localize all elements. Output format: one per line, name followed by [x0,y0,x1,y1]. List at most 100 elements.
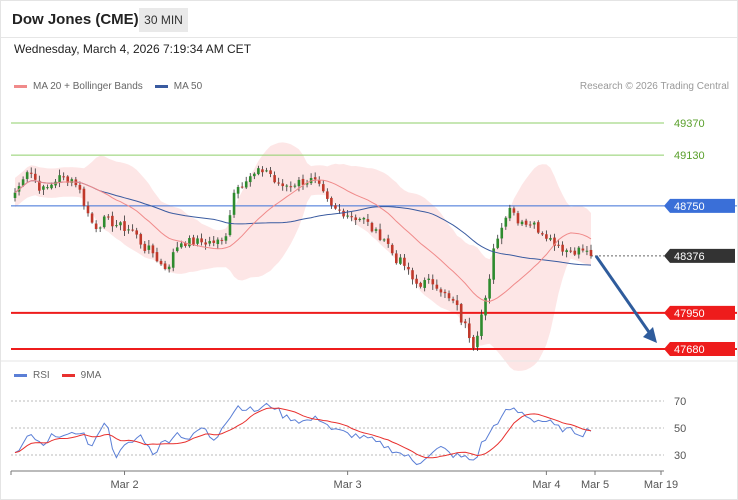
candle-body [115,225,118,227]
candle-body [350,216,353,218]
candle-body [38,180,41,191]
candle-body [589,249,593,256]
candle-body [528,224,532,226]
candle-body [472,336,475,348]
candle-body [508,207,512,219]
candle-body [358,218,362,220]
candle-body [500,227,504,239]
candle-body [167,266,171,270]
candle-body [216,239,220,245]
candle-body [536,222,540,233]
ma50-swatch [154,85,168,88]
candle-body [553,237,556,246]
candle-body [151,245,155,254]
candle-body [289,186,293,188]
candle-body [163,263,167,270]
candle-body [439,289,443,293]
candle-body [394,253,398,264]
candle-body [119,222,122,226]
instrument-title: Dow Jones (CME) [12,11,139,28]
candle-body [131,229,134,231]
ma9-label: 9MA [80,370,102,381]
candle-body [123,221,126,231]
level-label-49370: 49370 [674,118,705,130]
candle-body [390,244,394,254]
candle-body [330,197,333,206]
x-tick-label: Mar 19 [644,479,678,491]
candle-body [415,278,418,284]
rsi-ma9-line [14,407,592,459]
candle-body [277,182,280,184]
candle-body [346,215,349,217]
candle-body [313,177,317,180]
candle-body [504,217,508,227]
candle-body [549,238,552,240]
level-label-47680: 47680 [674,344,705,356]
rsi-line [14,402,592,466]
bollinger-band [15,142,591,371]
chart-datetime: Wednesday, March 4, 2026 7:19:34 AM CET [14,42,252,56]
candle-body [90,213,94,223]
timeframe-button[interactable]: 30 MIN [139,8,188,32]
candle-body [541,233,544,235]
level-tag-47680 [664,342,735,356]
ma20-swatch [14,85,27,88]
candle-body [476,335,479,348]
candle-body [50,184,53,189]
x-tick-label: Mar 5 [581,479,609,491]
candle-body [581,248,585,251]
candle-body [180,243,183,248]
candle-body [431,279,435,285]
chart-legend: MA 20 + Bollinger Bands MA 50 [14,81,214,92]
candle-body [184,243,187,246]
candle-body [244,181,248,188]
candle-body [106,216,110,218]
candle-body [192,237,195,245]
candle-body [378,229,382,240]
candle-body [33,173,37,180]
copyright-text: Research © 2026 Trading Central [579,81,729,92]
rsi-tick-50: 50 [674,423,686,435]
candle-body [58,175,61,183]
candle-body [139,234,143,245]
candle-body [411,270,414,280]
candle-body [362,218,366,220]
candle-body [427,278,431,280]
candle-body [512,208,516,213]
ma50-label: MA 50 [173,81,203,92]
candle-body [42,186,45,190]
candle-body [62,176,65,178]
candle-body [407,266,410,270]
candle-body [573,250,577,255]
candle-body [204,242,207,245]
chart-header: Dow Jones (CME) 30 MIN [1,1,737,38]
candle-body [253,173,256,177]
candle-body [82,188,86,206]
candle-body [171,252,175,268]
candle-body [102,216,106,228]
candle-body [232,192,236,215]
legend-ma9: 9MA [61,370,102,381]
candle-body [273,175,276,183]
candle-body [236,187,240,194]
rsi-label: RSI [33,370,50,381]
candle-body [261,169,264,173]
candle-body [455,300,459,305]
candle-body [524,220,528,225]
forecast-arrow-shaft [594,255,653,336]
candle-body [147,245,151,250]
candle-body [354,217,358,221]
candle-body [29,172,33,174]
candle-body [585,250,589,252]
candle-body [334,205,337,209]
candle-body [492,248,495,280]
candle-body [468,323,471,339]
candle-body [561,244,564,252]
candle-body [480,314,483,336]
candle-body [447,293,451,299]
candle-body [301,178,305,185]
ma20-label: MA 20 + Bollinger Bands [33,81,143,92]
candle-body [188,238,191,247]
level-tag-47950 [664,305,735,320]
candle-body [66,176,70,183]
